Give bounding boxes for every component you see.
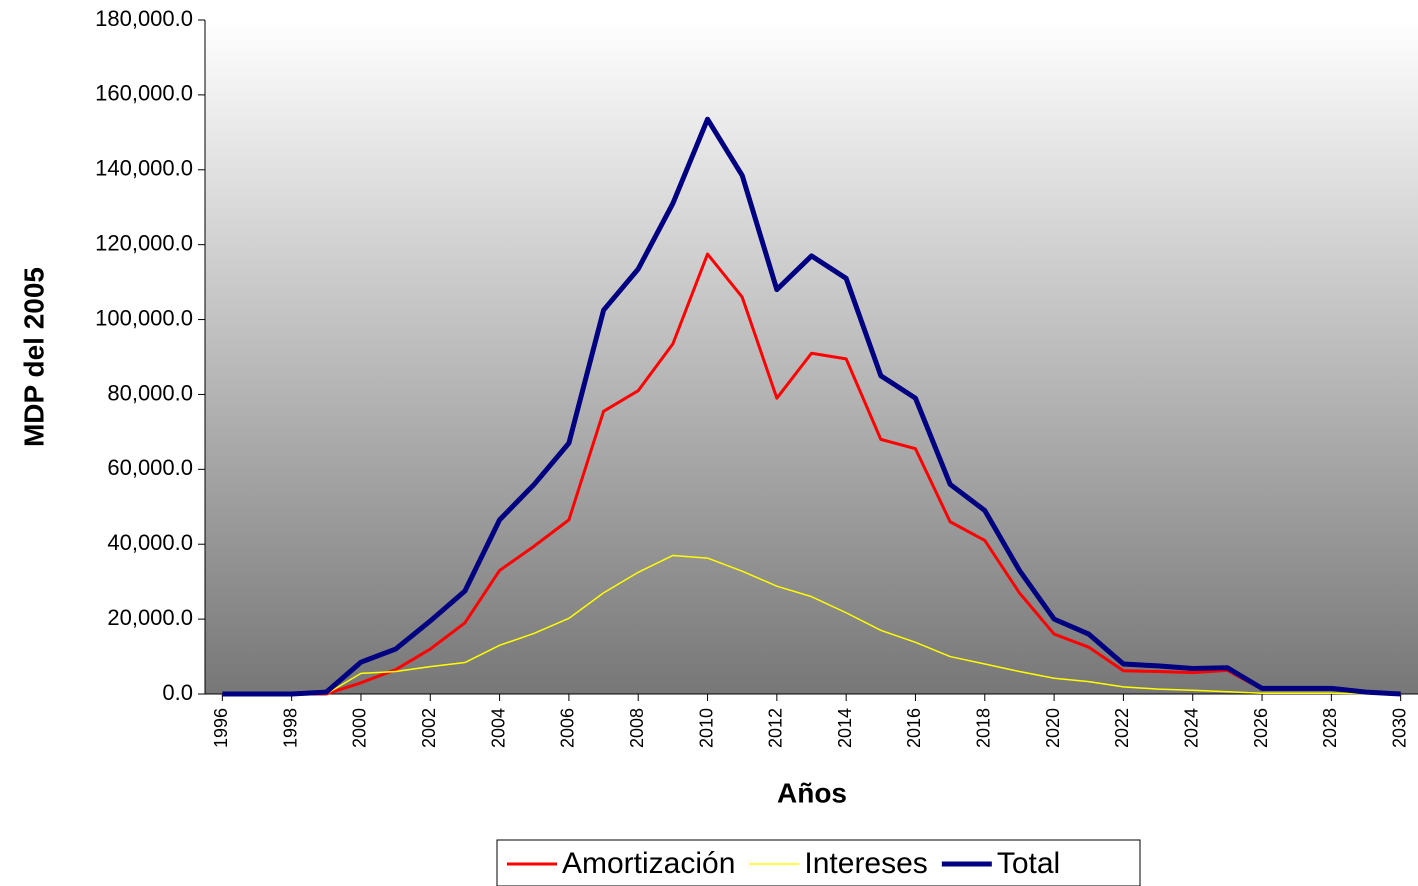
x-tick-label: 2018	[974, 708, 994, 748]
y-tick-label: 160,000.0	[95, 81, 193, 106]
x-tick-label: 2008	[627, 708, 647, 748]
x-tick-label: 2028	[1320, 708, 1340, 748]
plot-area	[205, 20, 1418, 694]
x-tick-label: 2016	[904, 708, 924, 748]
x-tick-label: 2004	[488, 708, 508, 748]
x-tick-label: 2030	[1389, 708, 1409, 748]
legend-label: Total	[997, 847, 1060, 880]
x-tick-label: 2022	[1112, 708, 1132, 748]
y-tick-label: 80,000.0	[107, 380, 193, 405]
y-tick-label: 40,000.0	[107, 530, 193, 555]
legend-label: Amortización	[562, 847, 735, 880]
x-tick-label: 2006	[558, 708, 578, 748]
x-tick-label: 2002	[419, 708, 439, 748]
y-tick-label: 140,000.0	[95, 156, 193, 181]
y-axis-title: MDP del 2005	[18, 267, 49, 447]
y-tick-label: 120,000.0	[95, 230, 193, 255]
y-tick-label: 180,000.0	[95, 6, 193, 31]
series-line	[222, 252, 1401, 696]
y-tick-label: 100,000.0	[95, 305, 193, 330]
x-tick-label: 2024	[1181, 708, 1201, 748]
x-tick-label: 1996	[211, 708, 231, 748]
y-tick-label: 0.0	[162, 680, 193, 705]
legend-box	[496, 839, 1141, 886]
x-tick-label: 2010	[696, 708, 716, 748]
x-tick-label: 2020	[1043, 708, 1063, 748]
series-line	[222, 554, 1401, 695]
y-tick-label: 60,000.0	[107, 455, 193, 480]
x-axis-title: Años	[777, 777, 847, 808]
x-tick-label: 2026	[1251, 708, 1271, 748]
y-tick-label: 20,000.0	[107, 605, 193, 630]
x-tick-label: 2012	[766, 708, 786, 748]
series-line	[222, 116, 1401, 697]
x-tick-label: 2014	[835, 708, 855, 748]
x-tick-label: 1998	[280, 708, 300, 748]
legend-label: Intereses	[804, 847, 927, 880]
x-tick-label: 2000	[350, 708, 370, 748]
